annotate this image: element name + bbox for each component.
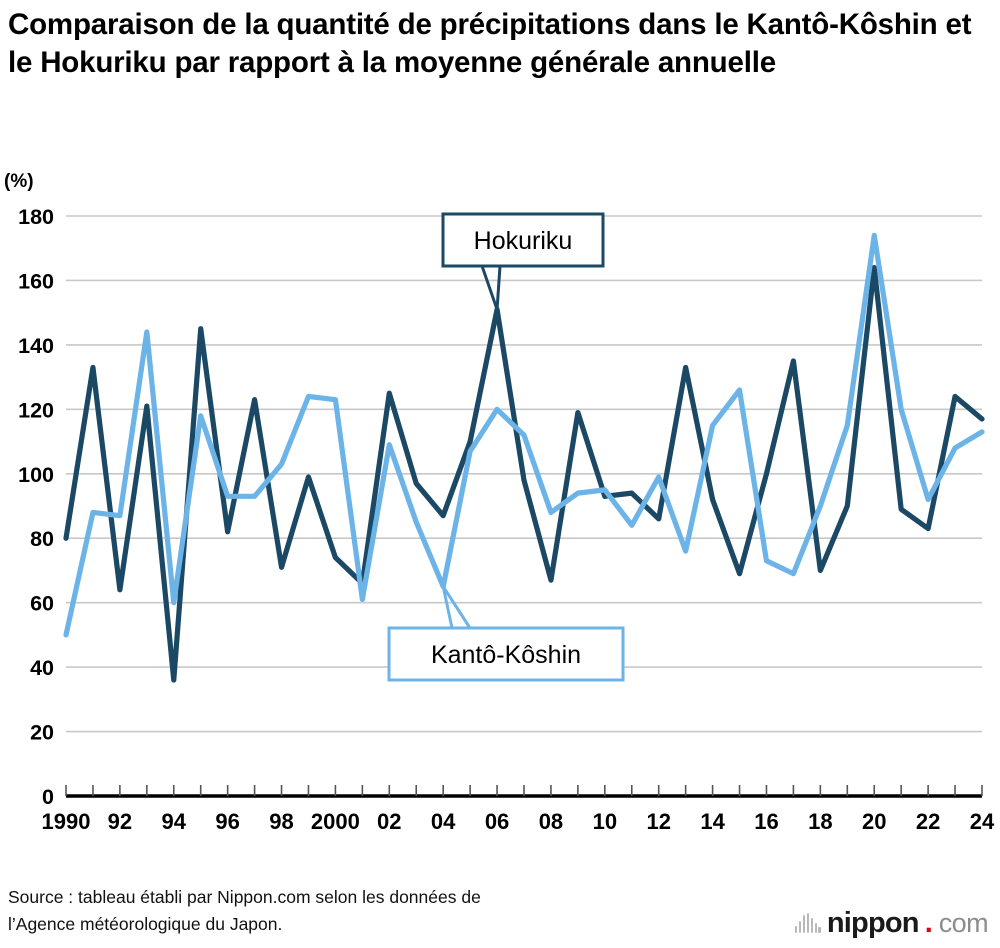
y-axis-unit-label: (%) xyxy=(4,171,34,192)
callout-box-kant-k-shin xyxy=(387,626,625,682)
x-axis-tick-labels: 1990 92 94 96 98 2000 02 04 06 08 10 12 14 16 18 20 22 24 xyxy=(42,809,995,834)
y-tick-160: 160 xyxy=(18,269,54,293)
logo-tld: com xyxy=(938,907,989,938)
x-tick-18: 18 xyxy=(808,809,832,834)
callout-label-hokuriku: Hokuriku xyxy=(474,227,573,255)
series-line-kant-k-shin xyxy=(63,232,985,638)
x-tick-98: 98 xyxy=(269,809,293,834)
callout-leader-line-2 xyxy=(480,265,499,310)
y-tick-180: 180 xyxy=(18,205,54,229)
y-tick-100: 100 xyxy=(18,463,54,487)
y-axis-tick-labels: 0 20 40 60 80 100 120 140 160 180 xyxy=(18,205,54,809)
y-tick-140: 140 xyxy=(18,334,54,358)
x-tick-94: 94 xyxy=(162,809,187,834)
callout-leader-line-2 xyxy=(441,586,454,629)
x-tick-22: 22 xyxy=(916,809,940,834)
x-tick-02: 02 xyxy=(377,809,401,834)
y-tick-80: 80 xyxy=(30,527,54,551)
x-tick-96: 96 xyxy=(215,809,239,834)
logo-dot: . xyxy=(924,906,933,939)
chart-plot-area: 0 20 40 60 80 100 120 140 160 180 1990 92 94 96 98 200… xyxy=(0,196,1000,856)
callout-box-hokuriku xyxy=(441,212,605,268)
series-lines xyxy=(63,232,985,683)
x-tick-2000: 2000 xyxy=(311,809,360,834)
y-tick-60: 60 xyxy=(30,592,54,616)
x-tick-12: 12 xyxy=(646,809,670,834)
callout-leader-line xyxy=(495,265,502,310)
x-tick-92: 92 xyxy=(108,809,132,834)
x-tick-16: 16 xyxy=(754,809,778,834)
source-note: Source : tableau établi par Nippon.com s… xyxy=(8,884,728,938)
x-tick-1990: 1990 xyxy=(42,809,91,834)
y-tick-40: 40 xyxy=(30,656,54,680)
page-title: Comparaison de la quantité de précipitat… xyxy=(8,8,972,79)
logo-word: nippon xyxy=(826,906,920,939)
nippon-com-logo: nippon. com xyxy=(794,906,989,939)
x-tick-04: 04 xyxy=(431,809,456,834)
x-tick-10: 10 xyxy=(593,809,617,834)
x-tick-24: 24 xyxy=(970,809,995,834)
x-tick-08: 08 xyxy=(539,809,563,834)
callout-leader-line xyxy=(441,585,472,629)
x-axis-ticks xyxy=(65,785,983,796)
source-line-2: l’Agence météorologique du Japon. xyxy=(8,914,283,934)
x-tick-14: 14 xyxy=(700,809,725,834)
callout-label-kant-k-shin: Kantô-Kôshin xyxy=(431,641,581,669)
x-tick-20: 20 xyxy=(862,809,886,834)
y-tick-120: 120 xyxy=(18,398,54,422)
chart-annotations: Hokuriku Kantô-Kôshin xyxy=(387,212,625,682)
logo-bars-icon xyxy=(794,913,821,933)
source-line-1: Source : tableau établi par Nippon.com s… xyxy=(8,887,481,907)
x-tick-06: 06 xyxy=(485,809,509,834)
y-tick-0: 0 xyxy=(42,785,54,809)
y-tick-20: 20 xyxy=(30,721,54,745)
